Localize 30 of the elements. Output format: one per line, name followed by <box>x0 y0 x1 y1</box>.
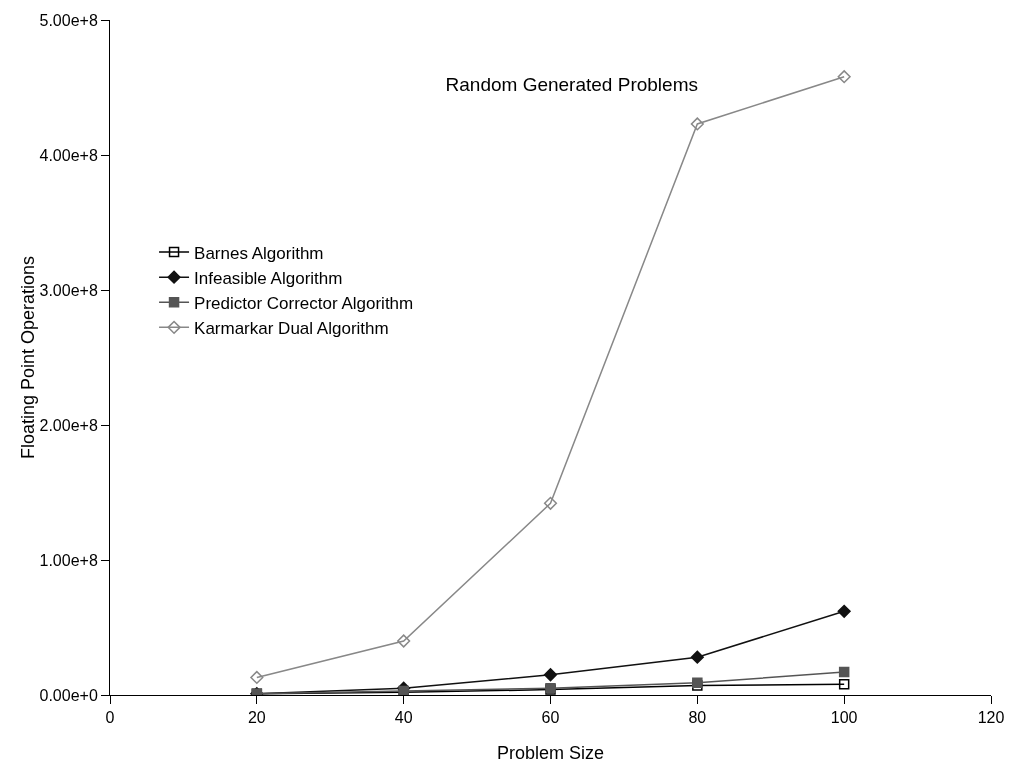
y-tick-label: 3.00e+8 <box>39 281 98 299</box>
x-tick-label: 0 <box>105 709 115 727</box>
x-axis-title: Problem Size <box>496 743 605 763</box>
y-tick-label: 0.00e+0 <box>39 686 98 704</box>
x-tick-label: 80 <box>688 709 707 727</box>
legend-label: Infeasible Algorithm <box>194 268 343 288</box>
point <box>543 496 558 510</box>
point <box>690 650 704 664</box>
point <box>838 666 850 678</box>
x-tick-label: 40 <box>394 709 413 727</box>
x-tick-label: 20 <box>247 709 266 727</box>
legend-label: Predictor Corrector Algorithm <box>194 293 414 313</box>
text: Random Generated Problems <box>445 73 698 95</box>
point <box>838 678 850 690</box>
y-tick-label: 2.00e+8 <box>39 416 98 434</box>
legend-label: Barnes Algorithm <box>194 243 324 263</box>
point <box>837 70 851 84</box>
point <box>250 670 264 685</box>
x-tick-label: 60 <box>541 709 560 727</box>
point <box>837 604 851 618</box>
point <box>690 117 704 131</box>
y-tick-label: 5.00e+8 <box>39 11 98 29</box>
x-tick-label: 100 <box>830 709 858 727</box>
y-axis-title: Floating Point Operations <box>17 255 38 460</box>
y-tick-label: 1.00e+8 <box>39 551 98 569</box>
point <box>397 634 411 648</box>
x-tick-label: 120 <box>977 709 1005 727</box>
legend-label: Karmarkar Dual Algorithm <box>194 318 389 338</box>
y-tick-label: 4.00e+8 <box>39 146 98 164</box>
point <box>543 668 558 682</box>
